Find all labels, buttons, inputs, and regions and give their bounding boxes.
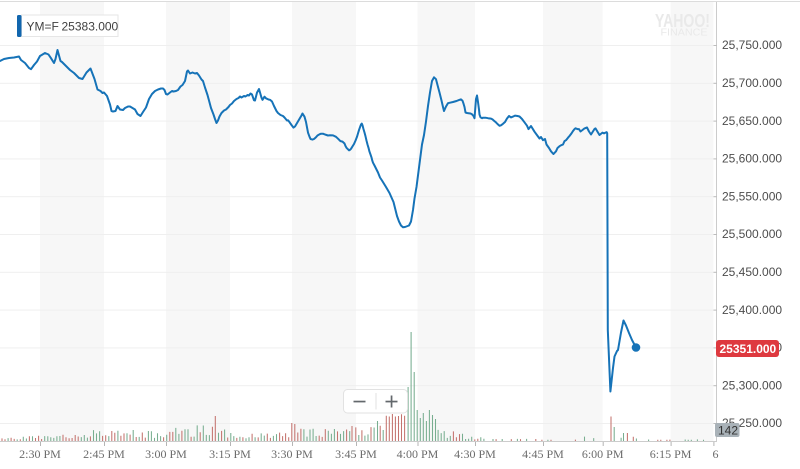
svg-text:3:00 PM: 3:00 PM — [145, 447, 187, 461]
svg-text:6:00 PM: 6:00 PM — [582, 447, 624, 461]
svg-text:25,300.000: 25,300.000 — [722, 378, 782, 392]
svg-text:25,550.000: 25,550.000 — [722, 189, 782, 203]
svg-text:4:00 PM: 4:00 PM — [397, 447, 439, 461]
svg-text:25,600.000: 25,600.000 — [722, 152, 782, 166]
svg-text:FINANCE: FINANCE — [661, 28, 708, 39]
svg-text:3:15 PM: 3:15 PM — [209, 447, 251, 461]
svg-text:4:45 PM: 4:45 PM — [522, 447, 564, 461]
svg-text:3:45 PM: 3:45 PM — [335, 447, 377, 461]
svg-text:25,700.000: 25,700.000 — [722, 76, 782, 90]
svg-text:2:30 PM: 2:30 PM — [19, 447, 61, 461]
svg-text:25383.000: 25383.000 — [62, 20, 119, 34]
svg-text:4:30 PM: 4:30 PM — [454, 447, 496, 461]
svg-text:25,650.000: 25,650.000 — [722, 114, 782, 128]
svg-text:25351.000: 25351.000 — [720, 342, 777, 356]
svg-text:6:15 PM: 6:15 PM — [650, 447, 692, 461]
svg-text:25,400.000: 25,400.000 — [722, 303, 782, 317]
svg-text:25,750.000: 25,750.000 — [722, 38, 782, 52]
svg-text:2:45 PM: 2:45 PM — [83, 447, 125, 461]
svg-text:6: 6 — [713, 447, 719, 461]
svg-text:YM=F: YM=F — [27, 20, 59, 34]
svg-text:25,500.000: 25,500.000 — [722, 227, 782, 241]
svg-text:142: 142 — [718, 424, 738, 438]
svg-text:25,450.000: 25,450.000 — [722, 265, 782, 279]
svg-text:3:30 PM: 3:30 PM — [271, 447, 313, 461]
svg-text:YAHOO!: YAHOO! — [655, 11, 710, 31]
